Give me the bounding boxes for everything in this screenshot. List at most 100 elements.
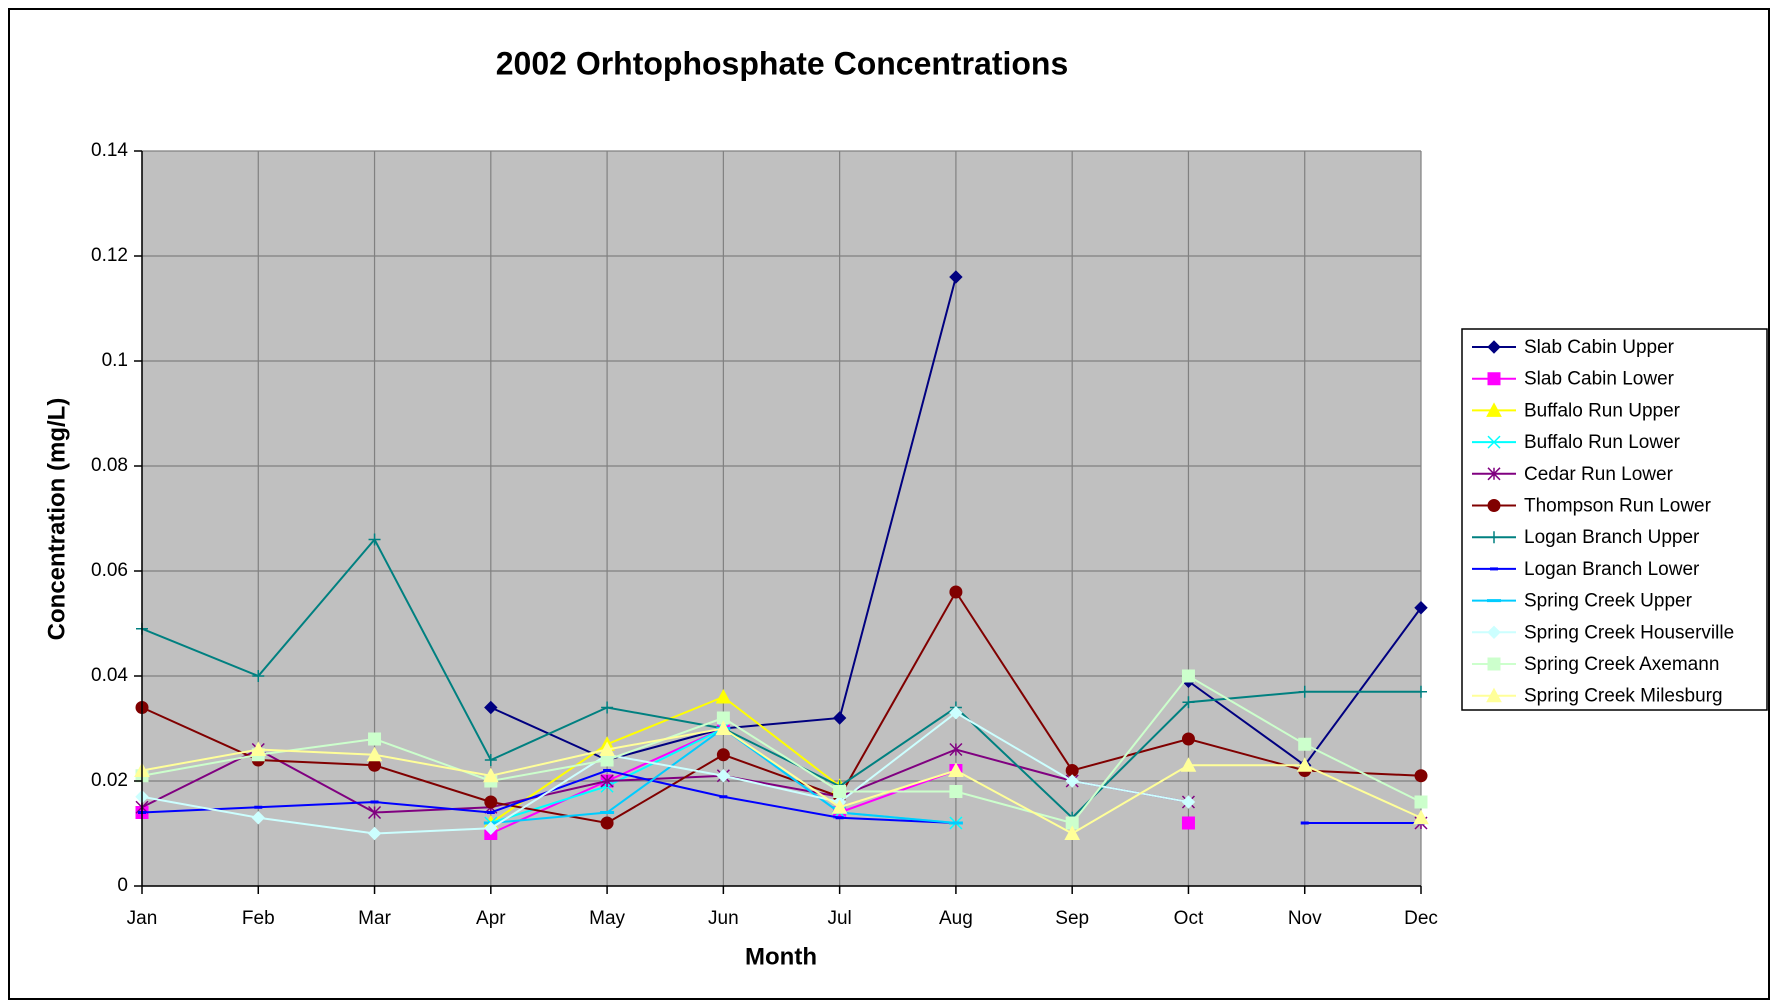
- series-line: [490, 695, 841, 824]
- marker: [1181, 732, 1195, 746]
- series-line: [141, 711, 1189, 835]
- marker: [250, 741, 267, 756]
- x-tick-label: Oct: [1174, 908, 1204, 929]
- x-tick-label: Jun: [708, 908, 739, 929]
- x-tick-label: Aug: [939, 908, 973, 929]
- x-axis-label: Month: [745, 943, 817, 970]
- legend-label: Logan Branch Upper: [1524, 527, 1700, 548]
- marker: [716, 711, 730, 725]
- y-axis-label: Concentration (mg/L): [43, 398, 70, 641]
- marker: [949, 585, 963, 599]
- y-tick-label: 0.12: [91, 245, 128, 266]
- marker: [1180, 757, 1197, 772]
- legend-label: Logan Branch Lower: [1524, 559, 1700, 580]
- x-tick-label: Dec: [1404, 908, 1438, 929]
- marker: [368, 732, 382, 746]
- marker: [1182, 696, 1195, 709]
- legend-label: Spring Creek Milesburg: [1524, 686, 1723, 707]
- x-tick-label: Jul: [827, 908, 851, 929]
- marker: [949, 270, 963, 284]
- series-line: [141, 590, 1422, 825]
- legend-label: Thompson Run Lower: [1524, 496, 1712, 517]
- lines: [134, 270, 1429, 841]
- axes: 0 0.02 0.04 0.06 0.08 0.1 0.12 0.14 Jan Feb Mar Apr…: [91, 140, 1438, 929]
- marker: [1487, 467, 1501, 481]
- y-tick-label: 0.02: [91, 770, 128, 791]
- series-line: [141, 727, 1422, 835]
- chart-title: 2002 Orhtophosphate Concentrations: [496, 45, 1069, 81]
- y-tick-label: 0.14: [91, 140, 128, 161]
- marker: [601, 701, 614, 714]
- marker: [1487, 499, 1501, 512]
- marker: [832, 711, 847, 725]
- legend-label: Buffalo Run Upper: [1524, 400, 1681, 421]
- marker: [1414, 601, 1428, 615]
- marker: [1181, 795, 1196, 809]
- marker: [366, 746, 383, 762]
- marker: [1181, 669, 1195, 683]
- legend-label: Slab Cabin Lower: [1524, 369, 1675, 390]
- y-tick-label: 0.06: [91, 560, 128, 581]
- legend-label: Spring Creek Upper: [1524, 591, 1693, 612]
- marker: [949, 706, 963, 720]
- marker: [599, 741, 615, 756]
- y-tick-label: 0.04: [91, 665, 128, 686]
- x-tick-label: Feb: [242, 908, 275, 929]
- marker: [1064, 825, 1081, 840]
- marker: [600, 774, 614, 788]
- legend-label: Spring Creek Axemann: [1524, 654, 1719, 675]
- marker: [948, 762, 964, 777]
- marker: [1414, 795, 1428, 809]
- marker: [715, 720, 732, 735]
- legend-box: [1461, 328, 1768, 711]
- marker: [1065, 764, 1079, 777]
- marker: [1488, 531, 1500, 544]
- marker: [484, 754, 497, 766]
- legend: Slab Cabin Upper Slab Cabin Lower Buffalo …: [1472, 337, 1734, 707]
- marker: [600, 816, 614, 830]
- marker: [368, 805, 382, 820]
- marker: [1414, 769, 1428, 783]
- y-tick-label: 0.08: [91, 455, 128, 476]
- x-tick-label: Apr: [476, 908, 506, 929]
- marker: [1181, 816, 1195, 830]
- marker: [1487, 372, 1501, 386]
- marker: [1298, 685, 1311, 698]
- marker: [1296, 757, 1313, 772]
- marker: [1487, 435, 1501, 449]
- marker: [1487, 340, 1501, 354]
- marker: [716, 748, 730, 762]
- marker: [1487, 657, 1501, 671]
- y-tick-label: 0: [117, 875, 128, 896]
- marker: [368, 533, 381, 546]
- marker: [949, 785, 963, 798]
- marker: [831, 799, 848, 814]
- marker: [1486, 402, 1502, 417]
- marker: [367, 826, 382, 841]
- marker: [833, 785, 847, 798]
- legend-label: Buffalo Run Lower: [1524, 432, 1681, 453]
- legend-label: Slab Cabin Upper: [1524, 337, 1675, 358]
- marker: [252, 670, 265, 682]
- legend-label: Cedar Run Lower: [1524, 464, 1674, 485]
- marker: [1065, 774, 1079, 788]
- marker: [716, 769, 731, 783]
- marker: [1486, 687, 1502, 703]
- marker: [484, 700, 498, 715]
- marker: [1413, 809, 1429, 825]
- marker: [251, 811, 265, 825]
- x-tick-label: Nov: [1288, 908, 1322, 929]
- x-tick-label: Mar: [358, 908, 391, 929]
- marker: [715, 688, 732, 704]
- x-tick-label: Sep: [1055, 908, 1089, 929]
- marker: [484, 795, 498, 809]
- marker: [1487, 625, 1501, 640]
- marker: [949, 742, 963, 757]
- marker: [484, 821, 498, 835]
- series-line: [141, 674, 1422, 825]
- grid: [141, 150, 1422, 887]
- y-tick-label: 0.1: [102, 350, 128, 371]
- legend-label: Spring Creek Houserville: [1524, 622, 1734, 643]
- marker: [1298, 737, 1312, 751]
